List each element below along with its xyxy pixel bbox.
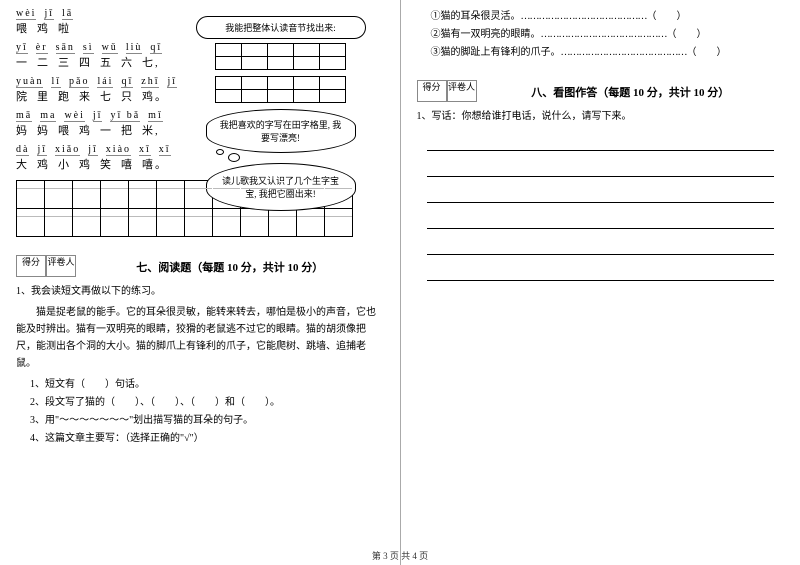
write-line — [427, 159, 775, 177]
pinyin: èr — [36, 42, 48, 54]
hanzi: 六 — [121, 54, 134, 70]
pinyin: sān — [56, 42, 75, 54]
hanzi: 妈 — [37, 122, 50, 138]
q7-s2: 2、段文写了猫的（ ）、（ ）、（ ）和（ ）。 — [30, 394, 384, 412]
hanzi: 鸡 — [37, 156, 50, 172]
score-label: 得分 — [417, 80, 447, 102]
bubble-find-syllable: 我能把整体认读音节找出来: — [196, 16, 366, 39]
bubble-write-pretty: 我把喜欢的字写在田字格里, 我要写漂亮! — [206, 109, 356, 153]
pinyin: jī — [167, 76, 177, 88]
hanzi: 把 — [121, 122, 134, 138]
pinyin: lā — [62, 8, 73, 20]
pinyin: dà — [16, 144, 29, 156]
pinyin: jī — [37, 144, 47, 156]
hanzi: 喂 — [16, 20, 29, 36]
write-line — [427, 185, 775, 203]
syllable-grid-2 — [215, 76, 346, 103]
hanzi: 五 — [100, 54, 113, 70]
hanzi: 七 — [100, 88, 113, 104]
syllable-grid-1 — [215, 43, 346, 70]
pinyin: ma — [40, 110, 56, 122]
pinyin: xī — [159, 144, 171, 156]
write-line — [427, 211, 775, 229]
opt-1: ①猫的耳朵很灵活。（ ） — [431, 8, 785, 26]
write-line — [427, 263, 775, 281]
hanzi: 嘻 — [121, 156, 134, 172]
write-line — [427, 133, 775, 151]
pinyin: yuàn — [16, 76, 43, 88]
pinyin: liù — [126, 42, 143, 54]
q8-1: 1、写话：你想给谁打电话，说什么，请写下来。 — [417, 108, 785, 125]
q7-s1: 1、短文有（ ）句话。 — [30, 376, 384, 394]
hanzi: 跑 — [58, 88, 71, 104]
page-footer: 第 3 页 共 4 页 — [0, 549, 800, 562]
pinyin: qī — [121, 76, 133, 88]
hanzi: 米, — [142, 122, 160, 138]
pinyin: yī — [16, 42, 28, 54]
pinyin: xiǎo — [55, 144, 80, 156]
pinyin: wǔ — [102, 42, 118, 54]
pinyin: mǐ — [148, 110, 163, 122]
q7-s3: 3、用"～～～～～～～"划出描写猫的耳朵的句子。 — [30, 412, 384, 430]
hanzi: 鸡 — [37, 20, 50, 36]
pinyin: qī — [150, 42, 162, 54]
pinyin: jī — [93, 110, 103, 122]
hanzi: 嘻。 — [142, 156, 168, 172]
pinyin: xī — [139, 144, 151, 156]
tianzige-grid — [16, 180, 353, 237]
hanzi: 鸡。 — [142, 88, 168, 104]
hanzi: 妈 — [16, 122, 29, 138]
section-7-header: 得分 评卷人 七、阅读题（每题 10 分，共计 10 分） — [16, 255, 384, 277]
hanzi: 啦 — [58, 20, 71, 36]
pinyin: mā — [16, 110, 32, 122]
grader-label: 评卷人 — [447, 80, 477, 102]
hanzi: 来 — [79, 88, 92, 104]
opt-3: ③猫的脚趾上有锋利的爪子。（ ） — [431, 44, 785, 62]
hanzi: 院 — [16, 88, 29, 104]
hanzi: 里 — [37, 88, 50, 104]
opt-2: ②猫有一双明亮的眼睛。（ ） — [431, 26, 785, 44]
hanzi: 三 — [58, 54, 71, 70]
pinyin: lǐ — [51, 76, 61, 88]
section-8-title: 八、看图作答（每题 10 分，共计 10 分） — [477, 84, 785, 102]
q7-passage: 猫是捉老鼠的能手。它的耳朵很灵敏，能转来转去，哪怕是极小的声音，它也能及时辨出。… — [16, 304, 384, 372]
hanzi: 一 — [100, 122, 113, 138]
hanzi: 鸡 — [79, 122, 92, 138]
pinyin: pǎo — [69, 76, 89, 88]
hanzi: 四 — [79, 54, 92, 70]
pinyin: lái — [97, 76, 113, 88]
hanzi: 七, — [142, 54, 160, 70]
hanzi: 喂 — [58, 122, 71, 138]
hanzi: 小 — [58, 156, 71, 172]
section-7-title: 七、阅读题（每题 10 分，共计 10 分） — [76, 259, 384, 277]
hanzi: 鸡 — [79, 156, 92, 172]
pinyin: sì — [83, 42, 94, 54]
pinyin: wèi — [64, 110, 84, 122]
pinyin: yī bǎ — [110, 110, 140, 122]
pinyin: xiào — [106, 144, 131, 156]
pinyin: wèi — [16, 8, 36, 20]
hanzi: 大 — [16, 156, 29, 172]
pinyin: zhī — [141, 76, 159, 88]
hanzi: 笑 — [100, 156, 113, 172]
score-label: 得分 — [16, 255, 46, 277]
pinyin: jī — [88, 144, 98, 156]
hanzi: 二 — [37, 54, 50, 70]
section-8-header: 得分 评卷人 八、看图作答（每题 10 分，共计 10 分） — [417, 80, 785, 102]
write-line — [427, 237, 775, 255]
q7-s4: 4、这篇文章主要写：（选择正确的"√"） — [30, 430, 384, 448]
q7-1: 1、我会读短文再做以下的练习。 — [16, 283, 384, 300]
grader-label: 评卷人 — [46, 255, 76, 277]
pinyin: jī — [44, 8, 54, 20]
hanzi: 只 — [121, 88, 134, 104]
hanzi: 一 — [16, 54, 29, 70]
